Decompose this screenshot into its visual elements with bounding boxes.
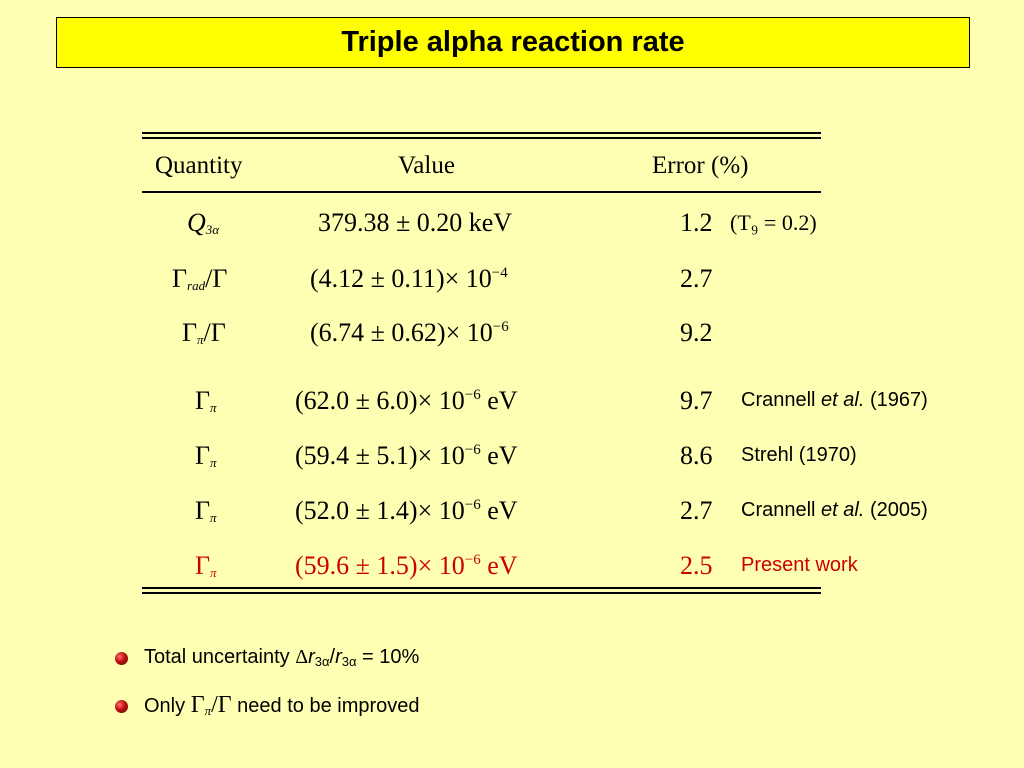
page-title: Triple alpha reaction rate: [341, 26, 685, 58]
row-quantity: Γπ: [195, 551, 217, 580]
bullet-icon: [115, 700, 128, 713]
row-value: (4.12 ± 0.11)× 10−4: [310, 264, 508, 293]
row-quantity: Γrad/Γ: [172, 264, 228, 293]
header-error: Error (%): [652, 152, 749, 179]
bullet-text-uncertainty: Total uncertainty Δr3α/r3α = 10%: [144, 646, 420, 669]
row-value: (6.74 ± 0.62)× 10−6: [310, 318, 509, 347]
row-note: (T₉ = 0.2): [730, 210, 817, 235]
row-value: (59.6 ± 1.5)× 10−6 eV: [295, 551, 518, 580]
row-reference: Present work: [741, 554, 858, 576]
header-value: Value: [398, 152, 455, 179]
row-quantity: Γπ/Γ: [182, 318, 226, 347]
table-bottom-rule-2: [142, 592, 821, 594]
row-value: (59.4 ± 5.1)× 10−6 eV: [295, 441, 518, 470]
row-error: 2.7: [680, 264, 713, 293]
row-reference: Strehl (1970): [741, 444, 857, 466]
table-top-rule-2: [142, 137, 821, 139]
row-error: 2.7: [680, 496, 713, 525]
row-reference: Crannell et al. (2005): [741, 499, 928, 521]
table-header-rule: [142, 191, 821, 193]
row-quantity: Γπ: [195, 496, 217, 525]
row-error: 2.5: [680, 551, 713, 580]
row-error: 8.6: [680, 441, 713, 470]
bullet-text-improve: Only Γπ/Γ need to be improved: [144, 692, 420, 718]
row-error: 9.2: [680, 318, 713, 347]
row-value: 379.38 ± 0.20 keV: [318, 208, 513, 237]
bullet-icon: [115, 652, 128, 665]
table-top-rule-1: [142, 132, 821, 134]
row-error: 9.7: [680, 386, 713, 415]
title-box: Triple alpha reaction rate: [56, 17, 970, 68]
header-quantity: Quantity: [155, 152, 243, 179]
row-error: 1.2: [680, 208, 713, 237]
row-quantity: Q3α: [187, 208, 220, 237]
row-quantity: Γπ: [195, 386, 217, 415]
row-quantity: Γπ: [195, 441, 217, 470]
row-value: (52.0 ± 1.4)× 10−6 eV: [295, 496, 518, 525]
row-value: (62.0 ± 6.0)× 10−6 eV: [295, 386, 518, 415]
table-bottom-rule-1: [142, 587, 821, 589]
row-reference: Crannell et al. (1967): [741, 389, 928, 411]
